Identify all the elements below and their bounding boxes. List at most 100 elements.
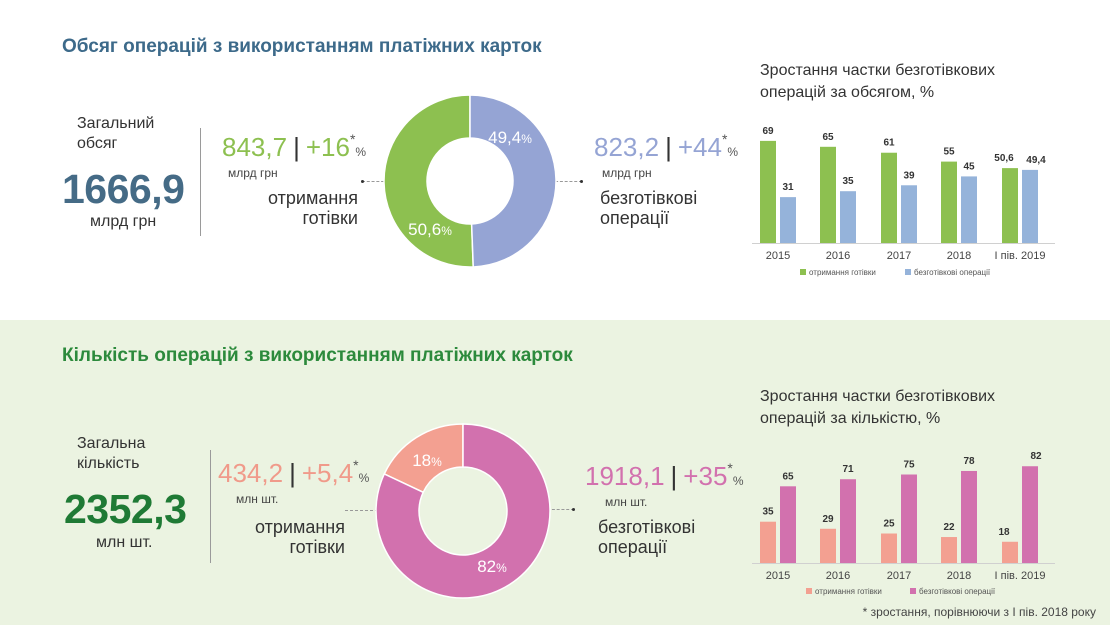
bar-value-label: 71 bbox=[842, 464, 854, 475]
bar-cashless bbox=[901, 474, 917, 563]
bar-value-label: 65 bbox=[822, 132, 834, 143]
bar-cash bbox=[820, 528, 836, 563]
bar-value-label: 35 bbox=[842, 176, 854, 187]
bar-value-label: 45 bbox=[963, 161, 975, 172]
volume-total-unit: млрд грн bbox=[90, 213, 157, 230]
bar-cash bbox=[760, 140, 776, 243]
divider bbox=[200, 128, 201, 236]
bar-value-label: 82 bbox=[1030, 451, 1042, 462]
count-cash-unit: млн шт. bbox=[236, 492, 279, 506]
bar-cashless bbox=[1022, 169, 1038, 243]
bar-cash bbox=[1002, 168, 1018, 243]
bar-value-label: 39 bbox=[903, 170, 915, 181]
donut-slice-label: 82% bbox=[477, 557, 507, 576]
count-total-label-1: Загальна bbox=[77, 435, 146, 452]
x-tick-label: 2017 bbox=[887, 250, 911, 262]
bar-cashless bbox=[901, 185, 917, 243]
count-cash-label: отримання готівки bbox=[255, 517, 345, 557]
bar-cash bbox=[1002, 541, 1018, 563]
donut-slice bbox=[383, 94, 475, 268]
bar-value-label: 49,4 bbox=[1026, 155, 1046, 166]
bar-cashless bbox=[840, 479, 856, 563]
leader-dot bbox=[580, 180, 583, 183]
bar-cash bbox=[941, 161, 957, 243]
bar-value-label: 29 bbox=[822, 514, 834, 525]
bar-cashless bbox=[1022, 466, 1038, 563]
count-total-label-2: кількість bbox=[77, 455, 140, 472]
volume-chart-title: Зростання частки безготівкових операцій … bbox=[760, 62, 996, 101]
donut-slice-label: 50,6% bbox=[408, 220, 452, 239]
bar-cashless bbox=[961, 470, 977, 563]
volume-total-label-2: обсяг bbox=[77, 135, 118, 152]
volume-total-value: 1666,9 bbox=[62, 166, 185, 212]
bar-value-label: 75 bbox=[903, 460, 915, 471]
bar-cashless bbox=[780, 197, 796, 243]
bar-cash bbox=[820, 146, 836, 243]
donut-slice bbox=[375, 423, 551, 599]
legend-label: отримання готівки bbox=[815, 587, 882, 596]
bar-value-label: 35 bbox=[762, 507, 774, 518]
legend-label: отримання готівки bbox=[809, 268, 876, 277]
bar-cashless bbox=[961, 176, 977, 243]
volume-cash-label: отримання готівки bbox=[268, 188, 358, 228]
bar-cash bbox=[881, 533, 897, 563]
bar-cash bbox=[760, 521, 776, 563]
count-total-value: 2352,3 bbox=[64, 486, 187, 532]
x-tick-label: 2018 bbox=[947, 570, 971, 582]
bar-cashless bbox=[780, 486, 796, 563]
leader-dot bbox=[572, 508, 575, 511]
footnote: * зростання, порівнюючи з І пів. 2018 ро… bbox=[862, 605, 1096, 619]
volume-cashless-unit: млрд грн bbox=[602, 166, 652, 180]
x-tick-label: 2017 bbox=[887, 570, 911, 582]
donut-slice bbox=[469, 94, 557, 268]
bar-cashless bbox=[840, 191, 856, 243]
x-tick-label: 2018 bbox=[947, 250, 971, 262]
bar-value-label: 22 bbox=[943, 522, 955, 533]
x-tick-label: 2015 bbox=[766, 570, 790, 582]
count-cashless-value: 1918,1 | +35*% bbox=[585, 460, 744, 491]
volume-cashless-label: безготівкові операції bbox=[600, 188, 698, 228]
donut-slice-label: 49,4% bbox=[488, 128, 532, 147]
legend-label: безготівкові операції bbox=[914, 268, 991, 277]
bar-cash bbox=[881, 152, 897, 243]
bar-value-label: 18 bbox=[998, 527, 1010, 538]
volume-cash-value: 843,7 | +16*% bbox=[222, 131, 367, 162]
count-cash-value: 434,2 | +5,4*% bbox=[218, 457, 370, 488]
volume-cashless-value: 823,2 | +44*% bbox=[594, 131, 739, 162]
x-tick-label: І пів. 2019 bbox=[995, 570, 1046, 582]
legend-swatch bbox=[910, 588, 916, 594]
volume-cash-unit: млрд грн bbox=[228, 166, 278, 180]
bar-value-label: 31 bbox=[782, 182, 794, 193]
bar-value-label: 69 bbox=[762, 126, 774, 137]
count-total-unit: млн шт. bbox=[96, 534, 153, 551]
donut-slice-label: 18% bbox=[412, 451, 442, 470]
count-cashless-unit: млн шт. bbox=[605, 495, 648, 509]
leader-line bbox=[528, 509, 574, 510]
x-tick-label: 2015 bbox=[766, 250, 790, 262]
legend-swatch bbox=[800, 269, 806, 275]
divider bbox=[210, 450, 211, 563]
bar-value-label: 55 bbox=[943, 147, 955, 158]
count-section-background bbox=[0, 320, 1110, 625]
x-tick-label: 2016 bbox=[826, 570, 850, 582]
leader-line bbox=[345, 510, 403, 511]
count-chart-title: Зростання частки безготівкових операцій … bbox=[760, 388, 996, 427]
count-cashless-label: безготівкові операції bbox=[598, 517, 696, 557]
leader-dot bbox=[361, 180, 364, 183]
legend-label: безготівкові операції bbox=[919, 587, 996, 596]
legend-swatch bbox=[905, 269, 911, 275]
x-tick-label: І пів. 2019 bbox=[995, 250, 1046, 262]
legend-swatch bbox=[806, 588, 812, 594]
count-title: Кількість операцій з використанням платі… bbox=[62, 345, 573, 366]
bar-value-label: 78 bbox=[963, 456, 975, 467]
bar-value-label: 65 bbox=[782, 471, 794, 482]
volume-title: Обсяг операцій з використанням платіжних… bbox=[62, 36, 542, 57]
bar-cash bbox=[941, 537, 957, 563]
volume-total-label-1: Загальний bbox=[77, 115, 155, 132]
bar-value-label: 50,6 bbox=[994, 153, 1014, 164]
bar-value-label: 61 bbox=[883, 138, 895, 149]
bar-value-label: 25 bbox=[883, 519, 895, 530]
leader-line bbox=[536, 181, 582, 182]
x-tick-label: 2016 bbox=[826, 250, 850, 262]
